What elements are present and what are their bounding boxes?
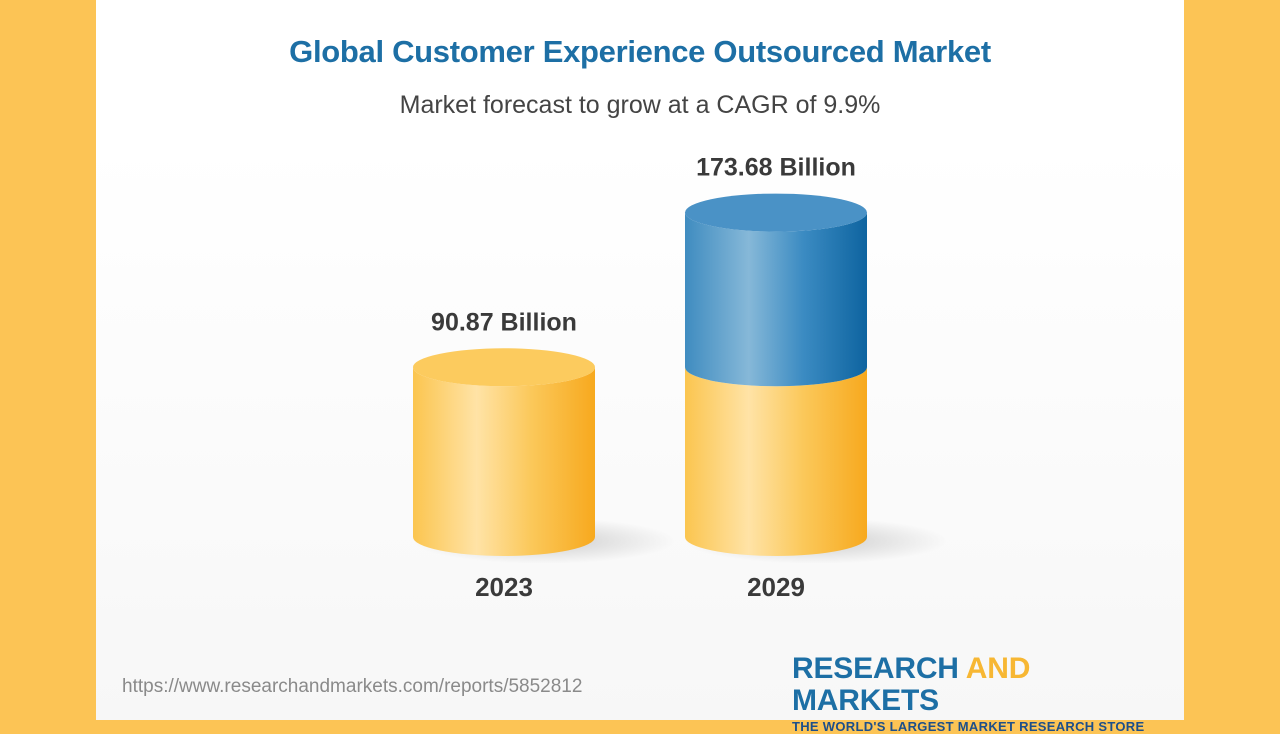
logo-wordmark: RESEARCH AND MARKETS	[792, 653, 1162, 717]
bar-2023	[413, 348, 675, 564]
logo-word-research: RESEARCH	[792, 652, 966, 685]
data-label-2023: 90.87 Billion	[431, 308, 577, 336]
chart-subtitle: Market forecast to grow at a CAGR of 9.9…	[399, 91, 881, 119]
bar-top-cap-2029	[685, 193, 867, 232]
bar-body-2023	[413, 367, 595, 556]
source-url[interactable]: https://www.researchandmarkets.com/repor…	[122, 676, 583, 697]
bar-2029	[685, 193, 947, 564]
bar-top-cap-2023	[413, 348, 595, 387]
chart-title: Global Customer Experience Outsourced Ma…	[289, 34, 991, 69]
category-label-2029: 2029	[747, 572, 805, 602]
chart-card: Global Customer Experience Outsourced Ma…	[96, 0, 1184, 734]
chart-plot: 90.87 Billion 2023 173.68 Billion 2029	[413, 154, 947, 602]
research-and-markets-logo: RESEARCH AND MARKETS THE WORLD'S LARGEST…	[792, 653, 1162, 734]
logo-tagline: THE WORLD'S LARGEST MARKET RESEARCH STOR…	[792, 719, 1145, 734]
bar-growth-segment-2029	[685, 212, 867, 387]
category-label-2023: 2023	[475, 572, 533, 602]
data-label-2029: 173.68 Billion	[696, 154, 856, 182]
bar-base-segment-2029	[685, 367, 867, 556]
logo-word-and: AND	[965, 652, 1031, 685]
logo-word-markets: MARKETS	[792, 684, 939, 717]
